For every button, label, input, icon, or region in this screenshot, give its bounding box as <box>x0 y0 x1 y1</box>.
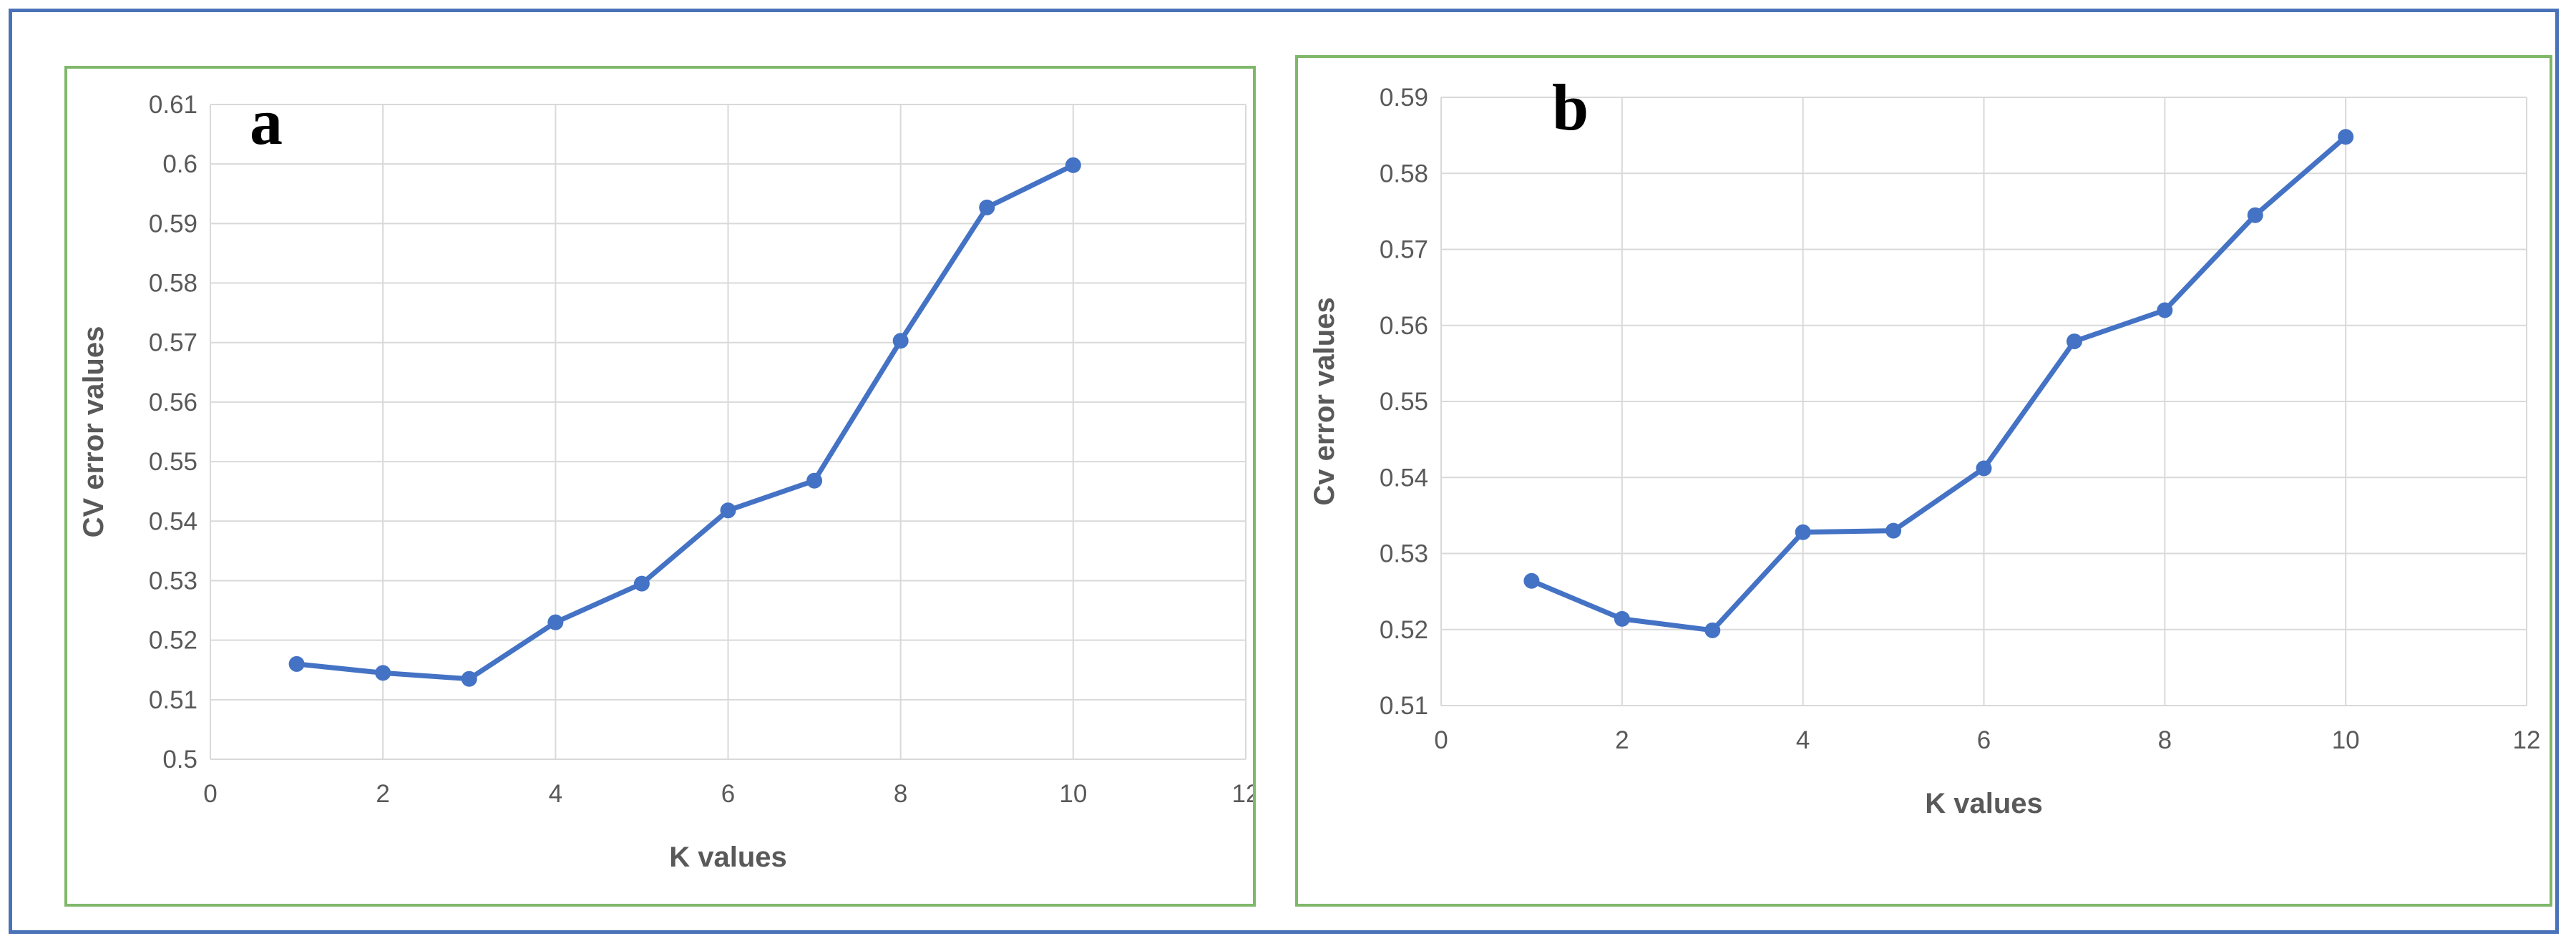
x-tick-label: 8 <box>2158 726 2172 754</box>
data-point <box>2338 129 2354 145</box>
x-tick-label: 2 <box>376 780 389 808</box>
y-tick-label: 0.61 <box>149 91 197 119</box>
y-tick-label: 0.5 <box>162 746 197 774</box>
x-tick-label: 4 <box>1796 726 1810 754</box>
panel-label: b <box>1552 71 1589 144</box>
y-tick-label: 0.59 <box>149 210 197 238</box>
data-point <box>2066 333 2082 350</box>
data-point <box>720 502 736 519</box>
data-point <box>2157 302 2173 318</box>
panel-b: 0.51 0.52 0.53 0.54 0.55 0.56 0.57 0.58 0.59 0 2 4 6… <box>1295 55 2552 907</box>
x-tick-label: 4 <box>549 780 562 808</box>
x-tick-label: 12 <box>1232 780 1253 808</box>
data-point <box>979 199 995 215</box>
x-axis-title: K values <box>669 842 787 873</box>
data-point <box>1065 157 1081 173</box>
x-tick-label: 8 <box>894 780 907 808</box>
data-point <box>1614 610 1630 627</box>
data-point <box>892 333 909 349</box>
y-axis-title: CV error values <box>78 326 109 538</box>
data-point <box>288 655 305 672</box>
y-tick-label: 0.54 <box>1380 464 1428 492</box>
x-tick-label: 2 <box>1615 726 1629 754</box>
y-tick-label: 0.57 <box>1380 236 1428 264</box>
y-tick-label: 0.51 <box>1380 692 1428 720</box>
data-point <box>1523 572 1540 589</box>
figure-frame: 0.5 0.51 0.52 0.53 0.54 0.55 0.56 0.57 0.58 0.59 0… <box>9 9 2559 934</box>
data-point <box>2247 207 2263 223</box>
data-point <box>1885 522 1902 539</box>
x-tick-label: 6 <box>1977 726 1991 754</box>
data-point <box>461 670 477 687</box>
chart-a: 0.5 0.51 0.52 0.53 0.54 0.55 0.56 0.57 0.58 0.59 0… <box>78 85 1259 873</box>
y-tick-label: 0.55 <box>1380 388 1428 416</box>
panel-label: a <box>250 85 283 158</box>
y-tick-label: 0.53 <box>149 567 197 595</box>
y-tick-label: 0.59 <box>1380 84 1428 112</box>
x-tick-label: 6 <box>721 780 735 808</box>
x-tick-label: 10 <box>1059 780 1087 808</box>
y-tick-label: 0.52 <box>149 627 197 655</box>
data-point <box>547 614 564 630</box>
x-tick-label: 0 <box>1434 726 1448 754</box>
x-tick-label: 10 <box>2332 726 2360 754</box>
y-tick-label: 0.58 <box>149 270 197 298</box>
y-tick-label: 0.56 <box>149 389 197 416</box>
x-tick-label: 12 <box>2513 726 2541 754</box>
data-point <box>375 665 391 681</box>
y-tick-label: 0.57 <box>149 329 197 357</box>
y-axis-title: Cv error values <box>1309 297 1340 505</box>
data-point <box>1976 460 1992 477</box>
x-axis-title: K values <box>1925 788 2043 819</box>
y-tick-label: 0.6 <box>162 150 197 178</box>
data-point <box>1795 524 1811 540</box>
series-line <box>1528 134 2348 633</box>
y-tick-label: 0.56 <box>1380 312 1428 340</box>
y-tick-label: 0.54 <box>149 507 197 535</box>
series-line <box>294 162 1076 682</box>
chart-b: 0.51 0.52 0.53 0.54 0.55 0.56 0.57 0.58 0.59 0 2 4 6… <box>1309 71 2541 819</box>
y-tick-label: 0.55 <box>149 448 197 476</box>
data-point <box>633 575 650 592</box>
x-tick-label: 0 <box>203 780 217 808</box>
data-point <box>806 472 823 489</box>
y-tick-label: 0.51 <box>149 686 197 714</box>
y-tick-label: 0.53 <box>1380 540 1428 568</box>
data-point <box>1704 622 1721 638</box>
panel-a: 0.5 0.51 0.52 0.53 0.54 0.55 0.56 0.57 0.58 0.59 0… <box>64 66 1259 907</box>
y-tick-label: 0.58 <box>1380 160 1428 187</box>
y-tick-label: 0.52 <box>1380 616 1428 644</box>
